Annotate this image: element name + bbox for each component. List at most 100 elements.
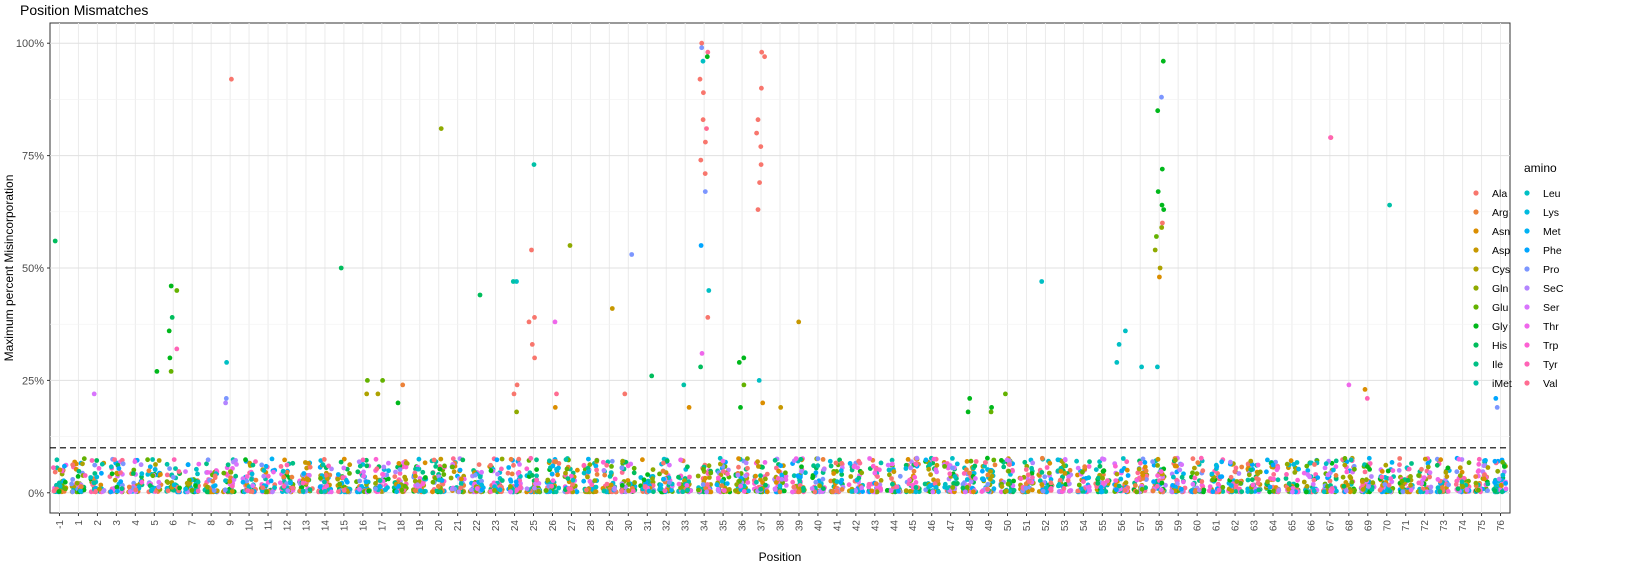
data-point bbox=[714, 482, 720, 488]
data-point bbox=[987, 476, 993, 482]
legend-label: Ser bbox=[1543, 302, 1560, 314]
data-point bbox=[344, 479, 350, 485]
data-point bbox=[568, 473, 574, 479]
data-point bbox=[667, 480, 672, 485]
data-point bbox=[1095, 475, 1101, 481]
data-point bbox=[980, 468, 985, 474]
data-point bbox=[112, 477, 118, 483]
data-point bbox=[1435, 485, 1441, 491]
data-point bbox=[1058, 468, 1064, 474]
data-point bbox=[856, 475, 862, 481]
data-point bbox=[661, 476, 666, 482]
data-point bbox=[97, 486, 102, 492]
data-point bbox=[1159, 166, 1165, 172]
data-point bbox=[724, 481, 730, 486]
data-point bbox=[878, 478, 884, 483]
data-point bbox=[1500, 472, 1506, 478]
data-point bbox=[249, 471, 255, 477]
data-point bbox=[514, 482, 519, 488]
data-point bbox=[1344, 469, 1350, 475]
data-point bbox=[1294, 483, 1300, 488]
x-tick-label: 49 bbox=[984, 520, 995, 532]
legend-swatch bbox=[1524, 361, 1530, 367]
data-point bbox=[931, 477, 936, 483]
data-point bbox=[760, 400, 766, 406]
chart-title: Position Mismatches bbox=[20, 2, 148, 18]
x-tick-label: 42 bbox=[851, 520, 862, 532]
data-point bbox=[907, 489, 913, 494]
data-point bbox=[722, 488, 727, 493]
y-tick-label: 50% bbox=[22, 263, 44, 275]
data-point bbox=[1275, 465, 1281, 471]
data-point bbox=[57, 483, 63, 489]
data-point bbox=[1492, 488, 1498, 494]
data-point bbox=[875, 474, 880, 479]
data-point bbox=[1301, 479, 1307, 485]
data-point bbox=[821, 467, 827, 472]
data-point bbox=[1133, 483, 1138, 488]
data-point bbox=[581, 478, 587, 484]
data-point bbox=[1271, 488, 1276, 494]
data-point bbox=[268, 478, 274, 484]
data-point bbox=[234, 462, 239, 467]
data-point bbox=[684, 482, 690, 488]
data-point bbox=[1233, 488, 1239, 494]
data-point bbox=[1194, 471, 1200, 476]
x-tick-label: 27 bbox=[567, 520, 578, 532]
data-point bbox=[132, 459, 138, 465]
data-point bbox=[847, 461, 853, 466]
data-point bbox=[1249, 489, 1254, 495]
data-point bbox=[1352, 466, 1357, 472]
x-tick-label: 9 bbox=[226, 520, 237, 526]
data-point bbox=[341, 465, 347, 471]
data-point bbox=[1312, 462, 1317, 467]
data-point bbox=[699, 45, 705, 51]
data-point bbox=[1179, 474, 1185, 480]
data-point bbox=[337, 481, 342, 487]
data-point bbox=[1113, 478, 1119, 483]
data-point bbox=[1438, 457, 1444, 463]
data-point bbox=[741, 355, 747, 361]
data-point bbox=[1056, 482, 1062, 487]
data-point bbox=[1502, 464, 1507, 469]
legend-swatch bbox=[1524, 209, 1530, 215]
data-point bbox=[1347, 489, 1353, 495]
data-point bbox=[650, 467, 656, 472]
data-point bbox=[322, 489, 328, 494]
data-point bbox=[394, 489, 399, 495]
data-point bbox=[1163, 482, 1168, 488]
x-tick-label: 31 bbox=[643, 520, 654, 532]
data-point bbox=[1075, 472, 1080, 478]
data-point bbox=[1142, 460, 1148, 465]
x-tick-label: 39 bbox=[794, 520, 805, 532]
data-point bbox=[1325, 472, 1331, 478]
data-point bbox=[846, 482, 852, 488]
data-point bbox=[833, 460, 839, 466]
data-point bbox=[555, 472, 560, 478]
data-point bbox=[508, 489, 513, 495]
data-point bbox=[913, 485, 919, 490]
data-point bbox=[514, 409, 519, 415]
data-point bbox=[476, 462, 482, 467]
x-tick-label: 21 bbox=[453, 520, 464, 532]
data-point bbox=[895, 488, 901, 494]
data-point bbox=[495, 471, 500, 477]
data-point bbox=[1075, 465, 1081, 471]
data-point bbox=[1366, 455, 1372, 461]
data-point bbox=[477, 474, 483, 480]
data-point bbox=[205, 470, 211, 475]
data-point bbox=[264, 489, 269, 495]
data-point bbox=[245, 488, 251, 493]
data-point bbox=[1173, 457, 1178, 463]
data-point bbox=[165, 480, 171, 485]
data-point bbox=[1154, 234, 1159, 239]
data-point bbox=[1284, 472, 1289, 477]
data-point bbox=[116, 466, 122, 471]
data-point bbox=[1097, 463, 1103, 469]
x-tick-label: 6 bbox=[169, 520, 180, 526]
data-point bbox=[93, 488, 99, 494]
data-point bbox=[150, 473, 156, 479]
data-point bbox=[667, 462, 672, 468]
data-point bbox=[631, 465, 637, 471]
data-point bbox=[223, 396, 229, 401]
